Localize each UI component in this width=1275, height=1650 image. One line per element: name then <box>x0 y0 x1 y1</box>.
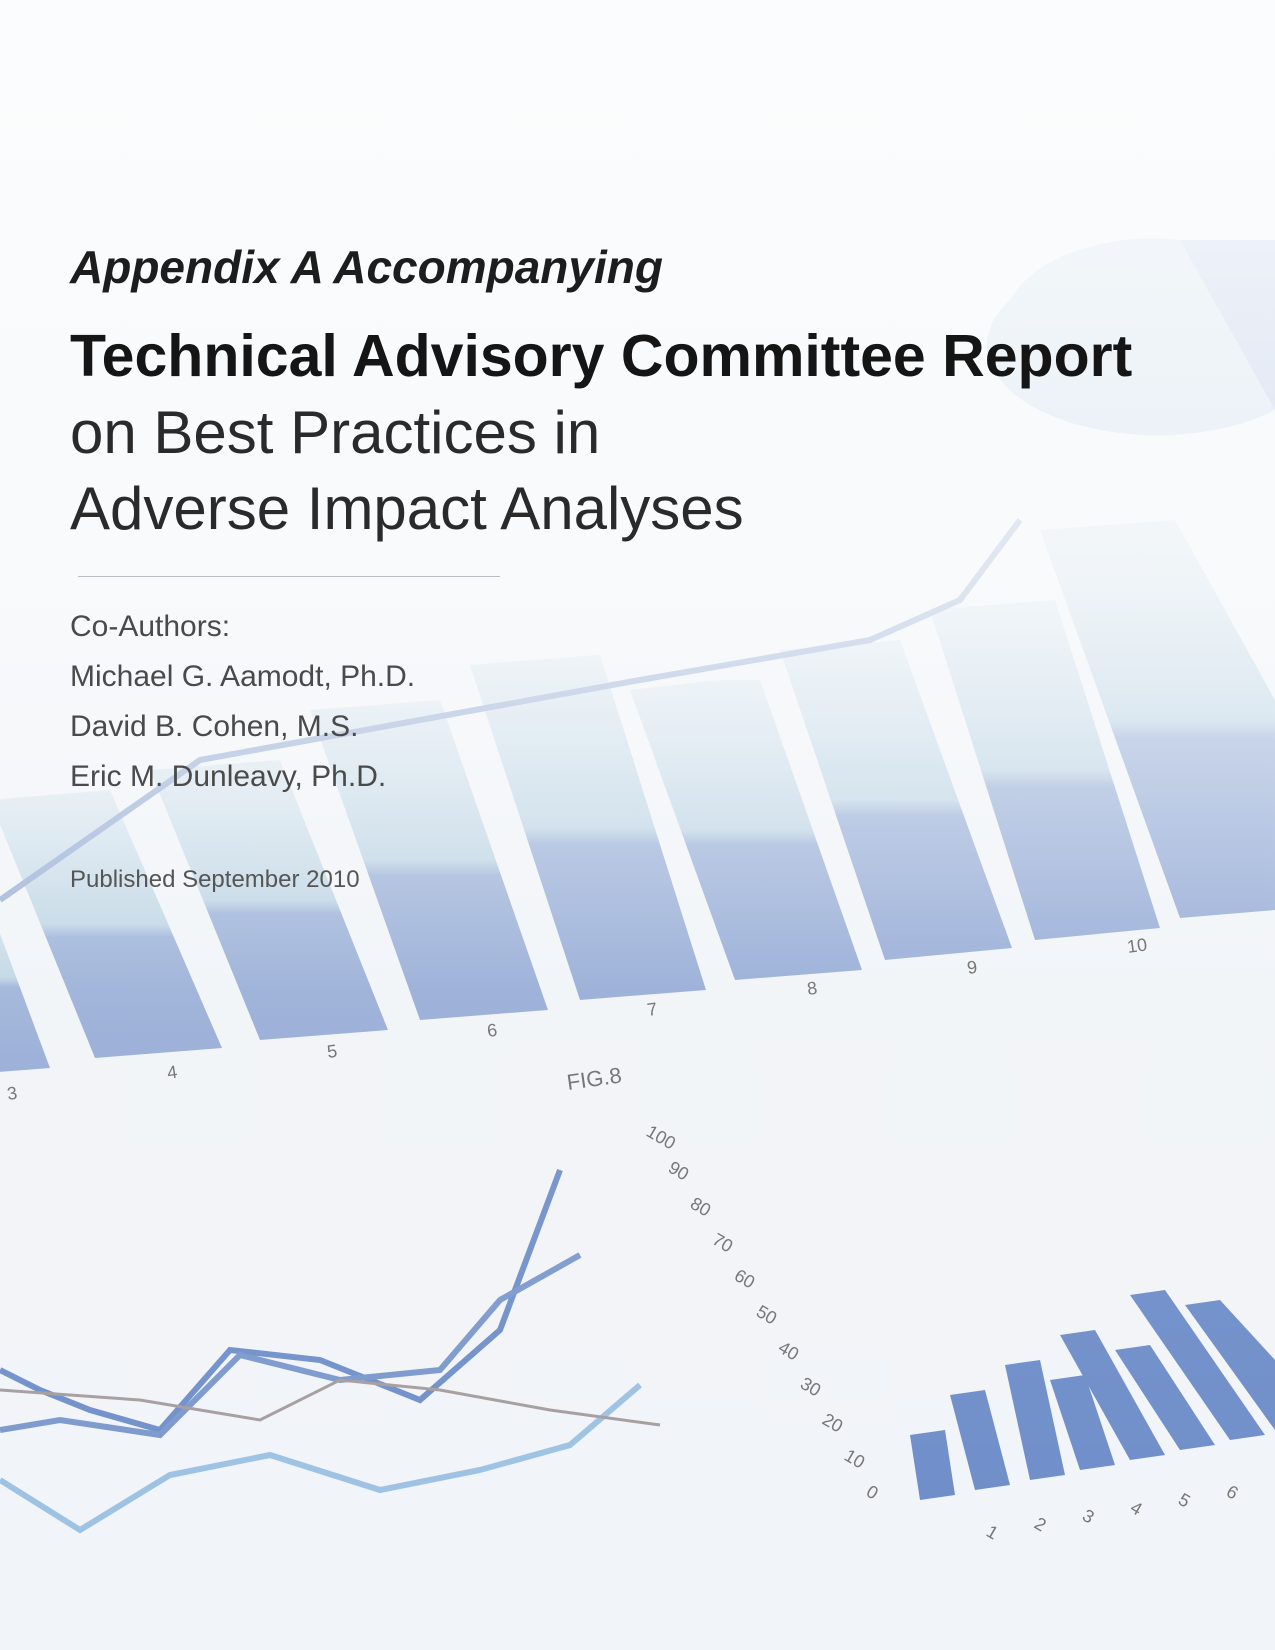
authors-heading: Co-Authors: <box>70 610 231 643</box>
author-name: Michael G. Aamodt, Ph.D. <box>70 660 416 693</box>
background-label: 4 <box>166 1062 179 1083</box>
background-label: 7 <box>646 999 659 1020</box>
background-label: 3 <box>6 1083 19 1104</box>
title: Technical Advisory Committee Report <box>70 323 1133 389</box>
background-label: 10 <box>1126 934 1149 957</box>
subtitle-line: on Best Practices in <box>70 399 601 466</box>
background-label: 9 <box>966 957 979 978</box>
author-name: David B. Cohen, M.S. <box>70 710 359 743</box>
published-date: Published September 2010 <box>70 866 360 893</box>
background-label: 8 <box>806 978 819 999</box>
subtitle-line: Adverse Impact Analyses <box>70 475 744 542</box>
kicker: Appendix A Accompanying <box>70 241 663 293</box>
author-name: Eric M. Dunleavy, Ph.D. <box>70 760 387 793</box>
background-label: 5 <box>326 1041 339 1062</box>
divider <box>78 576 500 577</box>
background-label: 6 <box>486 1020 499 1041</box>
